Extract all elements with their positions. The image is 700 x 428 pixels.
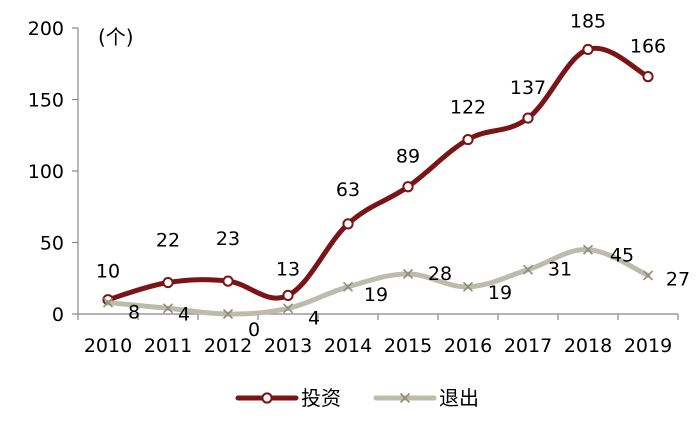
data-label: 4 (308, 307, 320, 329)
x-tick-label: 2017 (504, 335, 552, 357)
x-mark (102, 297, 114, 308)
data-label: 13 (276, 258, 300, 280)
series-line-investment (105, 45, 651, 303)
x-ticks: 2010 2011 2012 2013 2014 2015 2016 2017 2018 2019 (77, 314, 679, 357)
data-label: 19 (488, 282, 512, 304)
y-tick-label: 50 (40, 233, 64, 255)
y-tick-label: 0 (52, 304, 64, 326)
data-point-marker (582, 244, 594, 255)
x-tick-label: 2011 (144, 335, 192, 357)
x-mark (582, 244, 594, 255)
y-ticks: 0 50 100 150 200 (28, 18, 78, 326)
data-point-marker (222, 275, 234, 287)
data-label: 10 (96, 261, 120, 283)
data-point-marker (222, 308, 234, 320)
data-label: 8 (128, 302, 140, 324)
data-label: 185 (570, 10, 606, 32)
data-point-marker (462, 281, 474, 292)
data-point-marker (582, 43, 594, 56)
series-lines (102, 43, 654, 320)
y-tick-label: 100 (28, 161, 64, 183)
data-point-marker (162, 276, 174, 289)
x-tick-label: 2018 (564, 335, 612, 357)
x-mark (342, 281, 354, 292)
x-mark (222, 308, 234, 320)
data-point-marker (342, 218, 354, 230)
data-label: 0 (248, 319, 260, 341)
data-label: 28 (428, 263, 452, 285)
data-label: 4 (178, 303, 190, 325)
data-point-marker (522, 264, 534, 275)
x-mark (402, 268, 414, 280)
data-point-marker (342, 281, 354, 292)
y-tick-label: 200 (28, 18, 64, 40)
data-label: 137 (510, 77, 546, 99)
data-label: 22 (156, 230, 180, 252)
data-point-marker (402, 181, 414, 193)
axes: (个) (77, 25, 678, 315)
x-tick-label: 2012 (204, 335, 252, 357)
x-tick-label: 2015 (384, 335, 432, 357)
data-point-marker (102, 297, 114, 308)
x-mark (162, 303, 174, 314)
legend-marker (399, 392, 411, 404)
series-line-exit (105, 247, 651, 317)
y-unit-label: (个) (98, 25, 134, 49)
data-label: 27 (666, 268, 690, 290)
data-point-marker (642, 270, 654, 281)
y-tick-label: 150 (28, 90, 64, 112)
data-point-marker (462, 133, 474, 146)
x-tick-label: 2013 (264, 335, 312, 357)
legend-marker (261, 392, 273, 404)
x-mark (462, 281, 474, 292)
x-mark (522, 264, 534, 275)
data-label: 63 (336, 179, 360, 201)
data-label: 31 (548, 259, 572, 281)
data-point-marker (162, 303, 174, 314)
x-tick-label: 2019 (624, 335, 672, 357)
legend-label: 退出 (439, 386, 479, 410)
data-label: 122 (450, 97, 486, 119)
x-mark (642, 270, 654, 281)
data-point-marker (282, 289, 294, 302)
legend-label: 投资 (301, 386, 341, 410)
x-mark (282, 303, 294, 314)
data-label: 19 (364, 284, 388, 306)
data-label: 45 (610, 245, 634, 267)
data-point-marker (282, 303, 294, 314)
x-tick-label: 2016 (444, 335, 492, 357)
legend: 投资 退出 (235, 386, 479, 410)
data-label: 166 (630, 36, 666, 58)
x-tick-label: 2010 (84, 335, 132, 357)
data-point-marker (402, 268, 414, 280)
x-tick-label: 2014 (324, 335, 372, 357)
data-label: 23 (216, 228, 240, 250)
data-point-marker (522, 112, 534, 124)
data-point-marker (642, 71, 654, 83)
data-label: 89 (396, 146, 420, 168)
data-labels: 10 22 23 13 63 89 122 137 185 166 8 4 0 4 19 28 19 31 45 27 (96, 10, 690, 341)
